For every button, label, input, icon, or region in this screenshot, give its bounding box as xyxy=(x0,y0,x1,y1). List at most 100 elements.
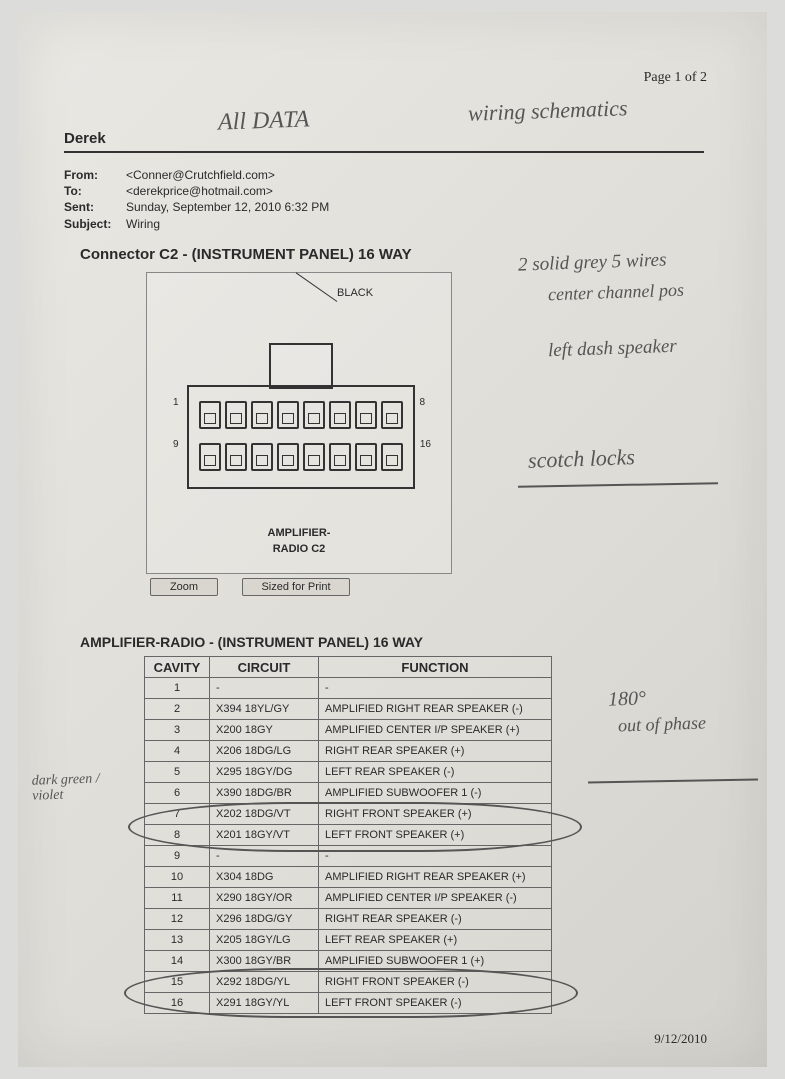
from-label: From: xyxy=(64,167,126,183)
sized-for-print-button[interactable]: Sized for Print xyxy=(242,578,350,596)
table-row: 6X390 18DG/BRAMPLIFIED SUBWOOFER 1 (-) xyxy=(145,783,552,804)
cell-cavity: 8 xyxy=(145,825,210,846)
cell-cavity: 9 xyxy=(145,846,210,867)
cell-cavity: 5 xyxy=(145,762,210,783)
subject-label: Subject: xyxy=(64,216,126,232)
cell-circuit: X201 18GY/VT xyxy=(210,825,319,846)
diagram-arrow xyxy=(296,272,338,301)
table-row: 16X291 18GY/YLLEFT FRONT SPEAKER (-) xyxy=(145,993,552,1014)
connector-title: Connector C2 - (INSTRUMENT PANEL) 16 WAY xyxy=(80,246,412,263)
cell-circuit: X290 18GY/OR xyxy=(210,888,319,909)
cell-cavity: 2 xyxy=(145,699,210,720)
connector-body: 1 8 9 16 xyxy=(187,343,411,493)
cell-function: - xyxy=(319,678,552,699)
sent-value: Sunday, September 12, 2010 6:32 PM xyxy=(126,200,329,214)
cell-circuit: X304 18DG xyxy=(210,867,319,888)
zoom-button[interactable]: Zoom xyxy=(150,578,218,596)
table-row: 3X200 18GYAMPLIFIED CENTER I/P SPEAKER (… xyxy=(145,720,552,741)
underline-scotch xyxy=(518,482,718,487)
cell-cavity: 4 xyxy=(145,741,210,762)
cell-cavity: 1 xyxy=(145,678,210,699)
table-header-row: CAVITY CIRCUIT FUNCTION xyxy=(145,657,552,678)
cell-cavity: 3 xyxy=(145,720,210,741)
handwriting-schematics: wiring schematics xyxy=(468,95,628,127)
cell-function: RIGHT REAR SPEAKER (-) xyxy=(319,909,552,930)
cell-cavity: 16 xyxy=(145,993,210,1014)
pin-16-label: 16 xyxy=(420,439,431,450)
to-label: To: xyxy=(64,183,126,199)
table-row: 13X205 18GY/LGLEFT REAR SPEAKER (+) xyxy=(145,930,552,951)
handwriting-phase: out of phase xyxy=(618,712,707,736)
handwriting-scotch-locks: scotch locks xyxy=(528,444,636,474)
cell-cavity: 12 xyxy=(145,909,210,930)
underline-phase xyxy=(588,779,758,784)
table-row: 1-- xyxy=(145,678,552,699)
sent-label: Sent: xyxy=(64,199,126,215)
table-row: 2X394 18YL/GYAMPLIFIED RIGHT REAR SPEAKE… xyxy=(145,699,552,720)
table-row: 9-- xyxy=(145,846,552,867)
cell-cavity: 13 xyxy=(145,930,210,951)
table-row: 7X202 18DG/VTRIGHT FRONT SPEAKER (+) xyxy=(145,804,552,825)
table-row: 15X292 18DG/YLRIGHT FRONT SPEAKER (-) xyxy=(145,972,552,993)
col-circuit: CIRCUIT xyxy=(210,657,319,678)
cell-cavity: 14 xyxy=(145,951,210,972)
table-row: 5X295 18GY/DGLEFT REAR SPEAKER (-) xyxy=(145,762,552,783)
handwriting-left-dash: left dash speaker xyxy=(548,336,677,362)
cell-function: LEFT REAR SPEAKER (+) xyxy=(319,930,552,951)
pin-8-label: 8 xyxy=(419,397,425,408)
cell-function: AMPLIFIED SUBWOOFER 1 (+) xyxy=(319,951,552,972)
cell-function: AMPLIFIED RIGHT REAR SPEAKER (-) xyxy=(319,699,552,720)
handwriting-center-channel: center channel pos xyxy=(548,280,685,306)
table-row: 8X201 18GY/VTLEFT FRONT SPEAKER (+) xyxy=(145,825,552,846)
wiring-table: CAVITY CIRCUIT FUNCTION 1--2X394 18YL/GY… xyxy=(144,656,552,1014)
cell-circuit: - xyxy=(210,678,319,699)
from-value: <Conner@Crutchfield.com> xyxy=(126,168,275,182)
diagram-caption: AMPLIFIER- RADIO C2 xyxy=(147,526,451,557)
pin-1-label: 1 xyxy=(173,397,179,408)
connector-diagram: BLACK 1 8 9 16 xyxy=(146,272,452,574)
cell-function: LEFT FRONT SPEAKER (-) xyxy=(319,993,552,1014)
pin-9-label: 9 xyxy=(173,439,179,450)
cell-circuit: X292 18DG/YL xyxy=(210,972,319,993)
table-row: 14X300 18GY/BRAMPLIFIED SUBWOOFER 1 (+) xyxy=(145,951,552,972)
diagram-caption-line1: AMPLIFIER- xyxy=(147,526,451,541)
to-value: <derekprice@hotmail.com> xyxy=(126,184,273,198)
cell-function: RIGHT REAR SPEAKER (+) xyxy=(319,741,552,762)
table-row: 11X290 18GY/ORAMPLIFIED CENTER I/P SPEAK… xyxy=(145,888,552,909)
handwriting-grey-wires: 2 solid grey 5 wires xyxy=(518,249,667,276)
cell-cavity: 6 xyxy=(145,783,210,804)
cell-function: - xyxy=(319,846,552,867)
cell-function: AMPLIFIED CENTER I/P SPEAKER (+) xyxy=(319,720,552,741)
table-title: AMPLIFIER-RADIO - (INSTRUMENT PANEL) 16 … xyxy=(80,634,423,650)
cell-circuit: X296 18DG/GY xyxy=(210,909,319,930)
cell-cavity: 15 xyxy=(145,972,210,993)
page-number: Page 1 of 2 xyxy=(644,70,707,86)
cell-circuit: X394 18YL/GY xyxy=(210,699,319,720)
handwriting-180: 180° xyxy=(608,687,647,711)
cell-circuit: X205 18GY/LG xyxy=(210,930,319,951)
table-row: 10X304 18DGAMPLIFIED RIGHT REAR SPEAKER … xyxy=(145,867,552,888)
cell-cavity: 7 xyxy=(145,804,210,825)
diagram-color-label: BLACK xyxy=(337,287,373,299)
cell-cavity: 11 xyxy=(145,888,210,909)
cell-function: RIGHT FRONT SPEAKER (-) xyxy=(319,972,552,993)
footer-date: 9/12/2010 xyxy=(654,1031,707,1047)
cell-circuit: - xyxy=(210,846,319,867)
col-cavity: CAVITY xyxy=(145,657,210,678)
cell-function: LEFT REAR SPEAKER (-) xyxy=(319,762,552,783)
cell-function: RIGHT FRONT SPEAKER (+) xyxy=(319,804,552,825)
header-recipient: Derek xyxy=(64,130,704,153)
handwriting-dark-green: dark green / violet xyxy=(31,770,132,804)
table-row: 4X206 18DG/LGRIGHT REAR SPEAKER (+) xyxy=(145,741,552,762)
cell-function: AMPLIFIED SUBWOOFER 1 (-) xyxy=(319,783,552,804)
email-header-block: From:<Conner@Crutchfield.com> To:<derekp… xyxy=(64,167,329,232)
cell-function: LEFT FRONT SPEAKER (+) xyxy=(319,825,552,846)
cell-function: AMPLIFIED CENTER I/P SPEAKER (-) xyxy=(319,888,552,909)
cell-circuit: X291 18GY/YL xyxy=(210,993,319,1014)
cell-circuit: X295 18GY/DG xyxy=(210,762,319,783)
cell-function: AMPLIFIED RIGHT REAR SPEAKER (+) xyxy=(319,867,552,888)
scanned-page: Page 1 of 2 All DATA wiring schematics D… xyxy=(18,12,767,1067)
subject-value: Wiring xyxy=(126,217,160,231)
cell-circuit: X300 18GY/BR xyxy=(210,951,319,972)
cell-cavity: 10 xyxy=(145,867,210,888)
